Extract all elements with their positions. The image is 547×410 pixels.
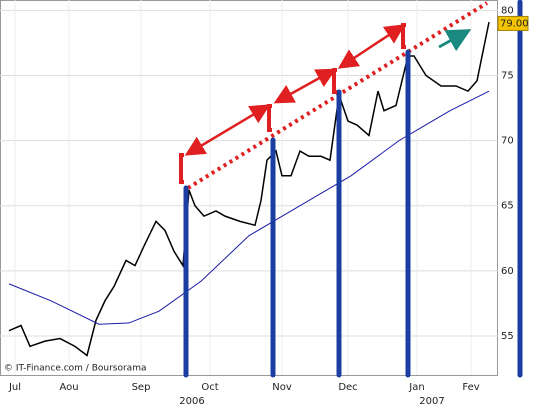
price-tag <box>497 15 529 31</box>
verticals <box>183 0 523 378</box>
y-tick-label: 75 <box>501 71 514 82</box>
x-tick-label: Fev <box>462 382 479 393</box>
y-tick-label: 65 <box>501 201 514 212</box>
year-label: 2006 <box>179 396 204 407</box>
x-tick-label: Jul <box>8 382 21 393</box>
x-tick-label: Dec <box>338 382 357 393</box>
arrows <box>179 23 406 184</box>
y-tick-label: 60 <box>501 266 514 277</box>
series-line <box>8 21 490 357</box>
price-tag-label: 79.00 <box>500 18 529 29</box>
x-tick-label: Sep <box>132 382 151 393</box>
y-tick-label: 80 <box>501 5 514 16</box>
x-tick-label: Nov <box>272 382 292 393</box>
annotations <box>179 0 523 378</box>
plot-frame <box>0 0 498 376</box>
y-tick-label: 55 <box>501 331 514 342</box>
x-tick-label: Jan <box>408 382 424 393</box>
y-tick-label: 70 <box>501 136 514 147</box>
year-label: 2007 <box>419 396 444 407</box>
x-tick-label: Aou <box>59 382 78 393</box>
x-tick-label: Oct <box>201 382 218 393</box>
source: © IT-Finance.com / Boursorama <box>4 364 146 374</box>
green-arrow <box>438 29 472 52</box>
